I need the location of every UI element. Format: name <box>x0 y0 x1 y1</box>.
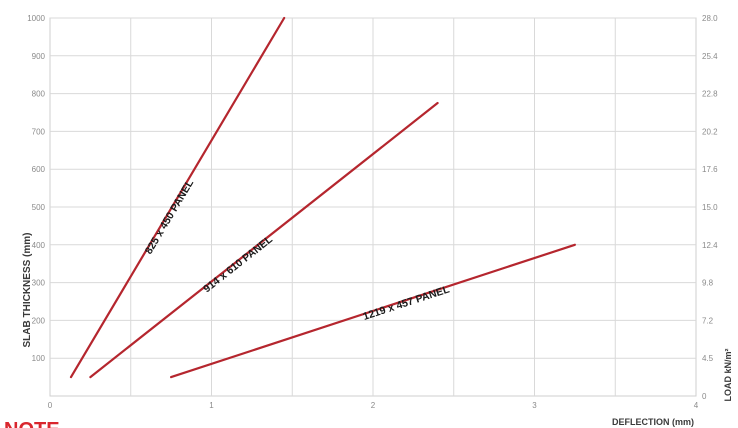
y-axis-ticks: 100 200 300 400 500 600 700 800 900 1000 <box>27 14 45 363</box>
grid-lines <box>50 17 696 396</box>
y-tick-label: 800 <box>32 90 46 99</box>
series-line-1 <box>69 16 286 379</box>
series-line-2 <box>89 101 439 379</box>
y-tick-label: 300 <box>32 279 46 288</box>
x-tick-label: 3 <box>532 401 537 410</box>
y2-tick-label: 7.2 <box>702 316 714 325</box>
y-tick-label: 400 <box>32 241 46 250</box>
y2-tick-label: 4.5 <box>702 354 714 363</box>
series-line-3 <box>170 243 576 379</box>
y2-tick-label: 17.6 <box>702 165 718 174</box>
y2-axis-ticks: 0 4.5 7.2 9.8 12.4 15.0 17.6 20.2 22.8 25.4 28.0 <box>702 14 718 401</box>
y2-axis-title: LOAD kN/m² <box>723 348 733 401</box>
y-tick-label: 100 <box>32 354 46 363</box>
y-tick-label: 700 <box>32 127 46 136</box>
y2-tick-label: 9.8 <box>702 279 714 288</box>
y2-tick-label: 28.0 <box>702 14 718 23</box>
y2-tick-label: 12.4 <box>702 241 718 250</box>
y-tick-label: 900 <box>32 52 46 61</box>
y-tick-label: 1000 <box>27 14 45 23</box>
x-tick-label: 0 <box>48 401 53 410</box>
y-tick-label: 200 <box>32 316 46 325</box>
x-axis-title: DEFLECTION (mm) <box>612 417 694 427</box>
x-tick-label: 1 <box>209 401 214 410</box>
y2-tick-label: 25.4 <box>702 52 718 61</box>
y2-tick-label: 0 <box>702 392 707 401</box>
y-tick-label: 500 <box>32 203 46 212</box>
note-label: NOTE <box>4 419 60 428</box>
x-tick-label: 4 <box>694 401 699 410</box>
y2-tick-label: 15.0 <box>702 203 718 212</box>
y2-tick-label: 22.8 <box>702 90 718 99</box>
y-tick-label: 600 <box>32 165 46 174</box>
y-axis-title: SLAB THICKNESS (mm) <box>22 232 33 347</box>
y2-tick-label: 20.2 <box>702 127 718 136</box>
series-lines <box>69 16 576 379</box>
x-axis-ticks: 0 1 2 3 4 <box>48 401 699 410</box>
x-tick-label: 2 <box>371 401 376 410</box>
